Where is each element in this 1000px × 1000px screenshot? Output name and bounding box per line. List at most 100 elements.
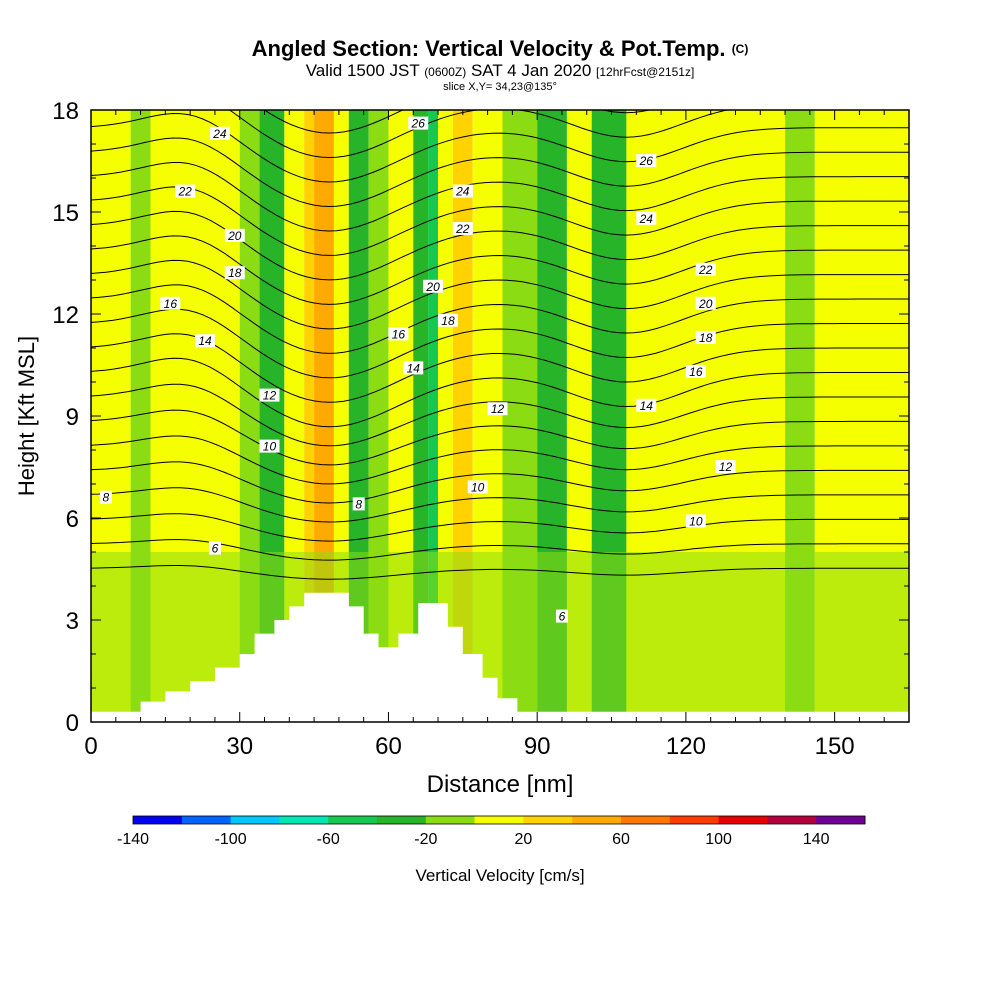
y-tick-label: 18 <box>52 98 79 125</box>
contour-label: 16 <box>160 296 181 311</box>
contour-label-text: 12 <box>263 389 277 403</box>
chart-title-text: Angled Section: Vertical Velocity & Pot.… <box>251 36 726 61</box>
contour-label-text: 16 <box>392 327 406 341</box>
contour-label-bg <box>715 460 736 473</box>
colorbar-swatch <box>181 816 232 824</box>
colorbar-frame <box>132 815 866 825</box>
contour-label-text: 6 <box>559 610 566 624</box>
theta-contour <box>91 357 909 428</box>
contour-label-bg <box>467 480 488 494</box>
theta-contour <box>91 137 909 208</box>
contour-label-text: 10 <box>471 480 485 494</box>
theta-contour <box>91 409 909 466</box>
colorbar-tick-label: 20 <box>515 831 533 848</box>
theta-contour <box>91 186 909 256</box>
theta-contour <box>91 40 909 109</box>
contour-label-bg <box>259 388 280 402</box>
contour-label-text: 20 <box>425 280 440 294</box>
colorbar-tick-label: -140 <box>117 831 149 848</box>
contour-label-bg <box>685 514 706 528</box>
contour-label-bg <box>452 184 473 198</box>
contour-label: 16 <box>685 364 706 379</box>
contour-label-bg <box>636 398 657 412</box>
valid-date: SAT 4 Jan 2020 <box>470 61 592 80</box>
contour-label-text: 26 <box>411 117 426 131</box>
contour-label-bg <box>224 228 245 242</box>
colorbar-swatch <box>572 816 622 824</box>
contour-label-bg <box>209 126 230 140</box>
contour-label-text: 8 <box>355 497 362 511</box>
contour-label-text: 18 <box>699 331 713 345</box>
colorbar-tick-label: -20 <box>414 831 437 848</box>
contour-label: 20 <box>695 296 716 311</box>
contour-label-bg <box>555 609 568 623</box>
contour-label: 18 <box>437 313 458 328</box>
contour-label-bg <box>437 313 458 327</box>
contour-label: 20 <box>423 279 444 294</box>
axes: 0 30 60 90 120 150 0 3 6 9 12 15 18 Distance [nm] Heig… <box>14 98 910 798</box>
contour-label-text: 24 <box>455 185 470 199</box>
colorbar-tick-label: 60 <box>612 831 630 848</box>
x-tick-label: 150 <box>815 733 855 760</box>
colorbar-swatch <box>279 816 329 824</box>
valid-time: Valid 1500 JST (0600Z) SAT 4 Jan 2020 [1… <box>0 62 1000 81</box>
contour-label-bg <box>208 541 221 555</box>
contour-label: 12 <box>715 460 736 474</box>
theta-contour <box>91 383 909 447</box>
y-tick-label: 3 <box>66 608 79 635</box>
terrain <box>91 592 909 722</box>
colorbar-swatch <box>669 816 720 824</box>
colorbar-swatch <box>377 816 427 824</box>
contour-label: 14 <box>636 398 657 413</box>
contour-label-text: 6 <box>212 542 219 556</box>
contour-label-text: 14 <box>640 399 654 413</box>
y-tick-label: 9 <box>66 404 79 431</box>
contour-label-text: 24 <box>212 127 227 141</box>
contour-label: 14 <box>403 361 424 375</box>
colorbar-swatch <box>328 816 378 824</box>
contour-label: 8 <box>352 497 365 511</box>
theta-contour <box>91 308 909 379</box>
contour-label: 16 <box>388 327 409 341</box>
y-axis-label: Height [Kft MSL] <box>14 336 39 496</box>
velocity-band <box>304 110 315 722</box>
contour-label-bg <box>452 222 473 235</box>
slice-info: slice X,Y= 34,23@135° <box>443 81 557 93</box>
colorbar-swatch <box>767 816 817 824</box>
contour-label: 6 <box>208 541 221 556</box>
theta-contour <box>91 259 909 330</box>
chart-header: Angled Section: Vertical Velocity & Pot.… <box>0 36 1000 93</box>
colorbar: -140 -100 -60 -20 20 60 100 140 Vertical Velocit… <box>117 815 866 885</box>
theta-contour <box>91 539 909 561</box>
contour-label-text: 14 <box>198 334 212 348</box>
colorbar-swatch <box>474 816 524 824</box>
contour-label-bg <box>259 439 280 453</box>
colorbar-swatch <box>816 816 866 824</box>
contour-label: 26 <box>636 154 657 168</box>
contour-label-text: 18 <box>441 314 455 328</box>
x-axis-label: Distance [nm] <box>427 771 574 798</box>
contour-label-text: 24 <box>639 212 654 226</box>
contour-label: 6 <box>555 609 568 624</box>
y-tick-label: 15 <box>52 200 79 227</box>
plot-area: 24 22 20 18 16 14 12 10 8 8 6 26 24 22 20 18 16 14 12 10 26 2… <box>91 40 909 722</box>
contour-label: 8 <box>99 490 112 505</box>
colorbar-tick-label: -100 <box>215 831 247 848</box>
x-tick-label: 120 <box>666 733 706 760</box>
colorbar-tick-label: 100 <box>705 831 732 848</box>
y-tick-label: 12 <box>52 302 79 329</box>
chart-title-tag: (C) <box>731 42 749 56</box>
x-tick-label: 0 <box>84 733 97 760</box>
theta-contour <box>91 565 909 580</box>
contour-label: 12 <box>259 388 280 403</box>
contour-label-text: 18 <box>228 266 242 280</box>
contour-label: 14 <box>195 334 216 348</box>
x-tick-label: 60 <box>375 733 402 760</box>
contour-label: 22 <box>175 184 196 199</box>
contour-label-text: 10 <box>263 440 277 454</box>
contour-label: 22 <box>695 262 716 277</box>
contour-label-bg <box>403 361 424 375</box>
contour-label: 18 <box>224 266 245 280</box>
contour-label-text: 26 <box>639 154 654 168</box>
contour-label-text: 14 <box>407 361 421 375</box>
